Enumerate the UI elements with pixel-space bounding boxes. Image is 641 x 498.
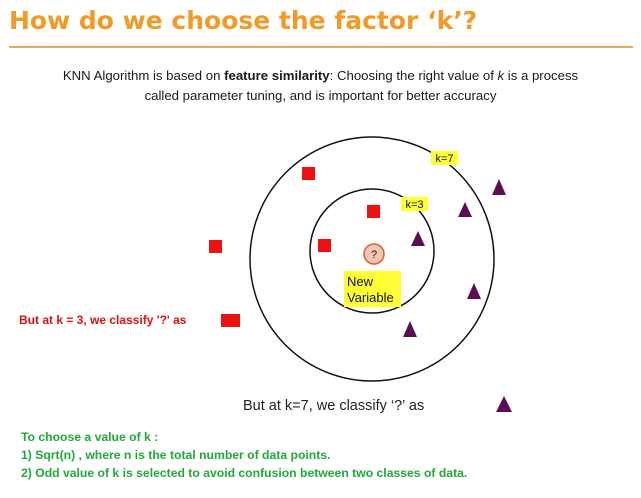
- k7-classification-text: But at k=7, we classify ‘?’ as: [243, 398, 425, 414]
- tips-item-2: 2) Odd value of k is selected to avoid c…: [21, 466, 468, 480]
- intro-bold-term: feature similarity: [224, 68, 330, 83]
- class-square: [302, 167, 315, 180]
- slide-title: How do we choose the factor ‘k’?: [9, 6, 478, 35]
- intro-line-2: called parameter tuning, and is importan…: [144, 88, 497, 103]
- choosing-k-tips: To choose a value of k : 1) Sqrt(n) , wh…: [21, 428, 467, 482]
- class-triangle: [411, 231, 425, 246]
- k3-classification-text: But at k = 3, we classify '?' as: [19, 313, 187, 327]
- class-triangle: [467, 283, 481, 299]
- class-square: [367, 205, 380, 218]
- k3-result-square: [221, 314, 240, 327]
- query-point: [363, 243, 385, 265]
- intro-mid: : Choosing the right value of: [329, 68, 498, 83]
- class-square: [209, 240, 222, 253]
- inner-label-bg: [401, 197, 428, 211]
- query-symbol: ?: [371, 249, 377, 261]
- class-triangle: [403, 321, 417, 337]
- inner-label: k=3: [405, 199, 423, 211]
- outer-circle-k7: [249, 136, 495, 382]
- query-label-line-2: Variable: [347, 290, 394, 305]
- intro-rest: is a process: [504, 68, 579, 83]
- intro-prefix: KNN Algorithm is based on: [62, 68, 225, 83]
- tips-heading: To choose a value of k :: [21, 430, 159, 444]
- intro-text: KNN Algorithm is based on feature simila…: [0, 66, 641, 106]
- k7-result-triangle: [496, 396, 512, 412]
- query-label-bg: [344, 271, 401, 307]
- query-label-line-1: New: [347, 274, 374, 289]
- intro-k: k: [497, 68, 505, 83]
- outer-label-bg: [431, 151, 458, 165]
- inner-circle-k3: [309, 188, 435, 314]
- class-triangle: [458, 202, 472, 217]
- class-triangle: [492, 179, 506, 195]
- outer-label: k=7: [435, 153, 453, 165]
- class-square: [318, 239, 331, 252]
- intro-line-1: KNN Algorithm is based on feature simila…: [0, 66, 641, 86]
- title-underline: [9, 46, 633, 48]
- tips-item-1: 1) Sqrt(n) , where n is the total number…: [21, 448, 331, 462]
